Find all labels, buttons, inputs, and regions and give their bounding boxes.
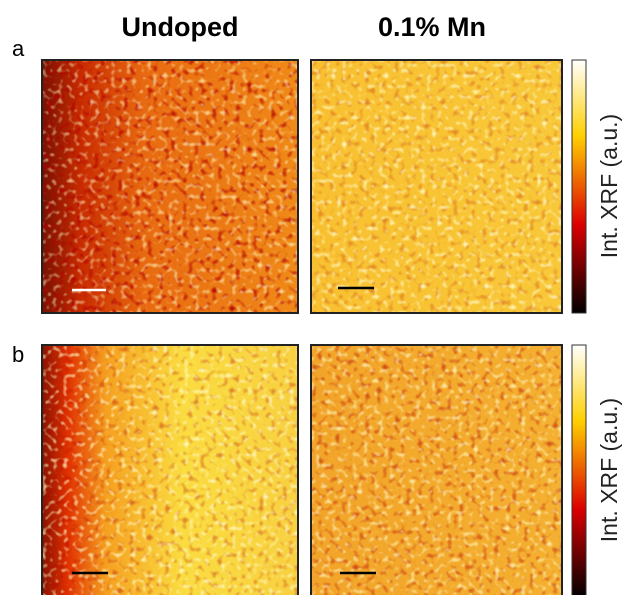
colorbar-label: Int. XRF (a.u.) xyxy=(596,398,622,542)
map-panel xyxy=(41,344,299,595)
map-panel xyxy=(310,344,563,595)
row-label: a xyxy=(12,36,25,61)
map-panel xyxy=(310,59,563,314)
colorbar-label: Int. XRF (a.u.) xyxy=(596,114,622,258)
colorbar xyxy=(571,344,587,595)
column-title: 0.1% Mn xyxy=(378,12,486,42)
column-title: Undoped xyxy=(122,12,239,42)
map-panel xyxy=(41,59,299,314)
row-label: b xyxy=(12,342,24,367)
colorbar xyxy=(571,59,587,314)
